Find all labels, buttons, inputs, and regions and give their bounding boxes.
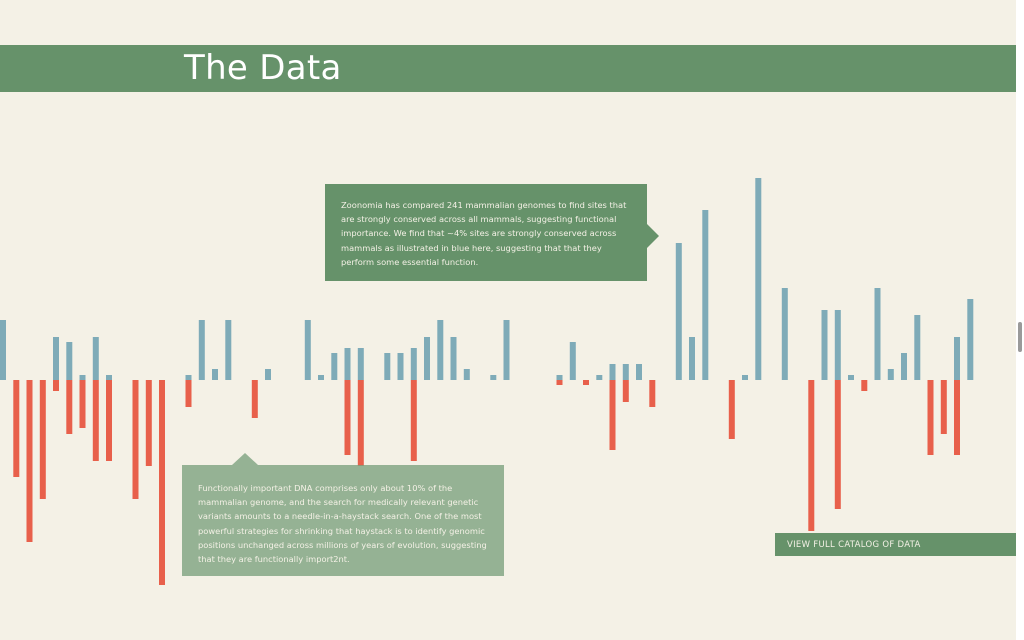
conserved-bar	[463, 369, 470, 380]
accelerated-bar	[92, 380, 99, 461]
conserved-bar	[622, 364, 629, 380]
scrollbar-thumb[interactable]	[1018, 322, 1022, 352]
accelerated-bar	[954, 380, 960, 455]
conserved-bar	[198, 320, 205, 380]
conserved-bar	[0, 320, 6, 380]
callout-conserved-sites: Zoonomia has compared 241 mammalian geno…	[325, 184, 659, 281]
conserved-bar	[357, 348, 364, 380]
accelerated-bar	[26, 380, 33, 542]
conserved-bar	[437, 320, 444, 380]
accelerated-bar	[583, 380, 589, 385]
callout-pointer	[647, 224, 659, 248]
scrollbar[interactable]	[1016, 0, 1024, 640]
accelerated-bar	[556, 380, 563, 385]
accelerated-bar	[66, 380, 73, 434]
conserved-bar	[702, 210, 709, 380]
conserved-bar	[265, 369, 271, 380]
conserved-bar	[821, 310, 828, 380]
accelerated-bar	[808, 380, 815, 531]
conserved-bar	[410, 348, 417, 380]
conserved-bar	[742, 375, 748, 380]
conserved-bar	[212, 369, 218, 380]
view-catalog-button[interactable]: VIEW FULL CATALOG OF DATA	[775, 533, 1016, 556]
accelerated-bar	[159, 380, 165, 585]
conserved-bar	[675, 243, 682, 380]
conserved-bar	[887, 369, 894, 380]
accelerated-bar	[834, 380, 841, 509]
conserved-bar	[450, 337, 457, 380]
accelerated-bar	[344, 380, 351, 455]
accelerated-bar	[357, 380, 364, 466]
conserved-bar	[185, 375, 192, 380]
conserved-bar	[92, 337, 99, 380]
conserved-bar	[384, 353, 391, 380]
conserved-bar	[331, 353, 338, 380]
accelerated-bar	[609, 380, 616, 450]
accelerated-bar	[185, 380, 192, 407]
conserved-bar	[424, 337, 430, 380]
conserved-bar	[689, 337, 695, 380]
conserved-bar	[490, 375, 497, 380]
conserved-bar	[834, 310, 841, 380]
accelerated-bar	[53, 380, 59, 391]
conserved-bar	[755, 178, 762, 380]
accelerated-bar	[927, 380, 934, 455]
conserved-bar	[225, 320, 232, 380]
conserved-bar	[304, 320, 311, 380]
conserved-bar	[318, 375, 324, 380]
page-title: The Data	[184, 48, 342, 88]
accelerated-bar	[145, 380, 152, 466]
header-bar: The Data	[0, 45, 1016, 92]
accelerated-bar	[622, 380, 629, 402]
accelerated-bar	[649, 380, 656, 407]
conserved-bar	[967, 299, 974, 380]
conserved-bar	[79, 375, 86, 380]
accelerated-bar	[251, 380, 258, 418]
accelerated-bar	[728, 380, 735, 439]
accelerated-bar	[13, 380, 20, 477]
accelerated-bar	[132, 380, 139, 499]
conserved-bar	[636, 364, 642, 380]
conserved-bar	[344, 348, 351, 380]
accelerated-bar	[39, 380, 46, 499]
callout-conserved-sites-text: Zoonomia has compared 241 mammalian geno…	[341, 200, 627, 267]
accelerated-bar	[79, 380, 86, 428]
conserved-bar	[848, 375, 854, 380]
conserved-bar	[874, 288, 881, 380]
callout-functional-dna: Functionally important DNA comprises onl…	[182, 453, 504, 576]
conserved-bar	[66, 342, 73, 380]
accelerated-bar	[861, 380, 868, 391]
conserved-bar	[781, 288, 788, 380]
conserved-bar	[53, 337, 59, 380]
accelerated-bar	[940, 380, 947, 434]
conserved-bar	[397, 353, 404, 380]
accelerated-bar	[106, 380, 112, 461]
conserved-bar	[901, 353, 907, 380]
conserved-bar	[503, 320, 510, 380]
accelerated-bar	[410, 380, 417, 461]
conserved-bar	[914, 315, 921, 380]
conserved-bar	[954, 337, 960, 380]
conserved-bar	[569, 342, 576, 380]
conserved-bar	[596, 375, 603, 380]
callout-functional-dna-text: Functionally important DNA comprises onl…	[198, 483, 487, 565]
callout-pointer	[232, 453, 258, 465]
conserved-bar	[106, 375, 112, 380]
conserved-bar	[609, 364, 616, 380]
conserved-bar	[556, 375, 563, 380]
